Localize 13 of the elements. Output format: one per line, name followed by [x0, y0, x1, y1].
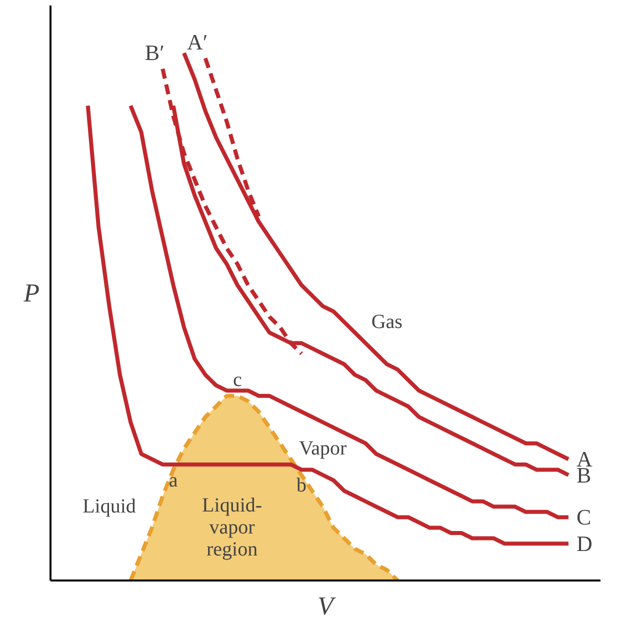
series-label: D — [576, 531, 592, 556]
annotation: Liquid- vapor region — [202, 494, 262, 561]
annotation: a — [168, 469, 178, 492]
series-label: B′ — [144, 40, 164, 65]
annotation: Liquid — [82, 496, 136, 518]
annotation: c — [232, 369, 242, 392]
annotation: Vapor — [298, 438, 348, 460]
annotation: Gas — [371, 311, 403, 334]
y-axis-title: P — [22, 278, 40, 308]
x-axis-title: V — [318, 592, 337, 620]
annotation: b — [296, 474, 306, 497]
series-label: C — [576, 504, 592, 530]
series-label: A′ — [187, 29, 208, 54]
